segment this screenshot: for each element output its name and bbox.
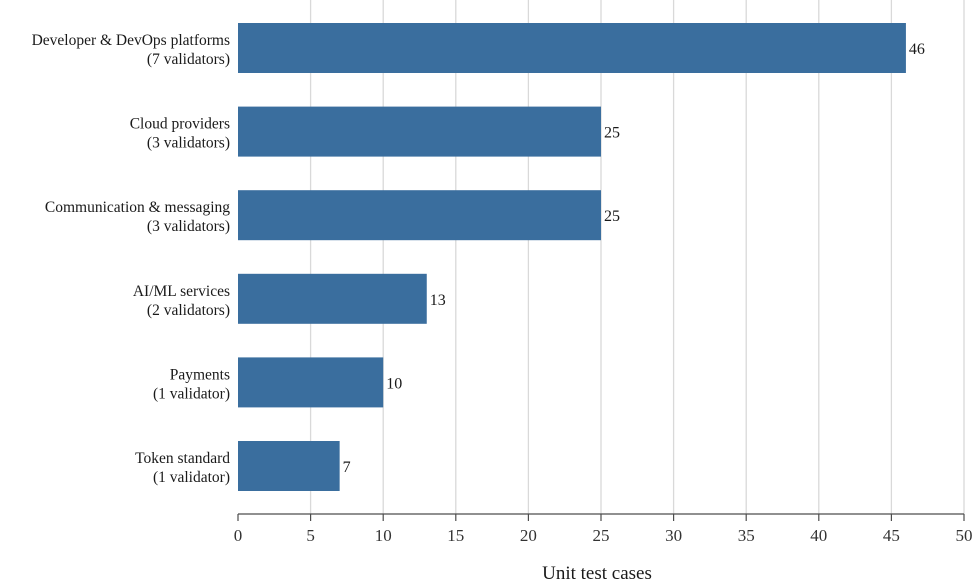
bar-value-label: 10 bbox=[386, 375, 402, 392]
category-sublabel: (3 validators) bbox=[147, 135, 230, 152]
category-label: Payments bbox=[170, 366, 230, 383]
bar-value-label: 25 bbox=[604, 208, 620, 225]
category-label: Communication & messaging bbox=[45, 199, 230, 216]
bar bbox=[238, 106, 601, 157]
bar bbox=[238, 441, 340, 491]
bar-value-label: 46 bbox=[909, 41, 925, 58]
x-tick-label: 35 bbox=[738, 526, 755, 545]
bar-value-label: 7 bbox=[343, 459, 351, 476]
bar bbox=[238, 23, 906, 73]
x-tick-label: 25 bbox=[593, 526, 610, 545]
category-labels: Developer & DevOps platforms (7 validator… bbox=[32, 32, 231, 486]
value-labels: 46 25 25 13 10 7 bbox=[343, 41, 925, 476]
gridlines bbox=[309, 0, 965, 514]
x-tick-label: 45 bbox=[883, 526, 900, 545]
x-tick-label: 30 bbox=[665, 526, 682, 545]
bar bbox=[238, 273, 427, 324]
x-ticks: 0 5 10 15 20 25 30 35 40 45 50 bbox=[234, 514, 973, 545]
bar-value-label: 13 bbox=[430, 292, 446, 309]
category-sublabel: (2 validators) bbox=[147, 302, 230, 319]
bar-value-label: 25 bbox=[604, 125, 620, 142]
x-tick-label: 15 bbox=[447, 526, 464, 545]
category-sublabel: (3 validators) bbox=[147, 218, 230, 235]
x-axis-label: Unit test cases bbox=[542, 563, 652, 584]
x-tick-label: 40 bbox=[810, 526, 827, 545]
x-tick-label: 0 bbox=[234, 526, 243, 545]
category-label: AI/ML services bbox=[133, 283, 230, 300]
x-tick-label: 50 bbox=[956, 526, 973, 545]
category-label: Developer & DevOps platforms bbox=[32, 32, 230, 49]
x-tick-label: 10 bbox=[375, 526, 392, 545]
bar bbox=[238, 357, 384, 408]
category-sublabel: (1 validator) bbox=[153, 469, 230, 486]
category-sublabel: (1 validator) bbox=[153, 385, 230, 402]
bar bbox=[238, 190, 601, 241]
x-tick-label: 20 bbox=[520, 526, 537, 545]
category-label: Cloud providers bbox=[130, 116, 230, 133]
category-label: Token standard bbox=[135, 450, 230, 467]
x-tick-label: 5 bbox=[306, 526, 315, 545]
bars bbox=[238, 23, 906, 491]
category-sublabel: (7 validators) bbox=[147, 51, 230, 68]
